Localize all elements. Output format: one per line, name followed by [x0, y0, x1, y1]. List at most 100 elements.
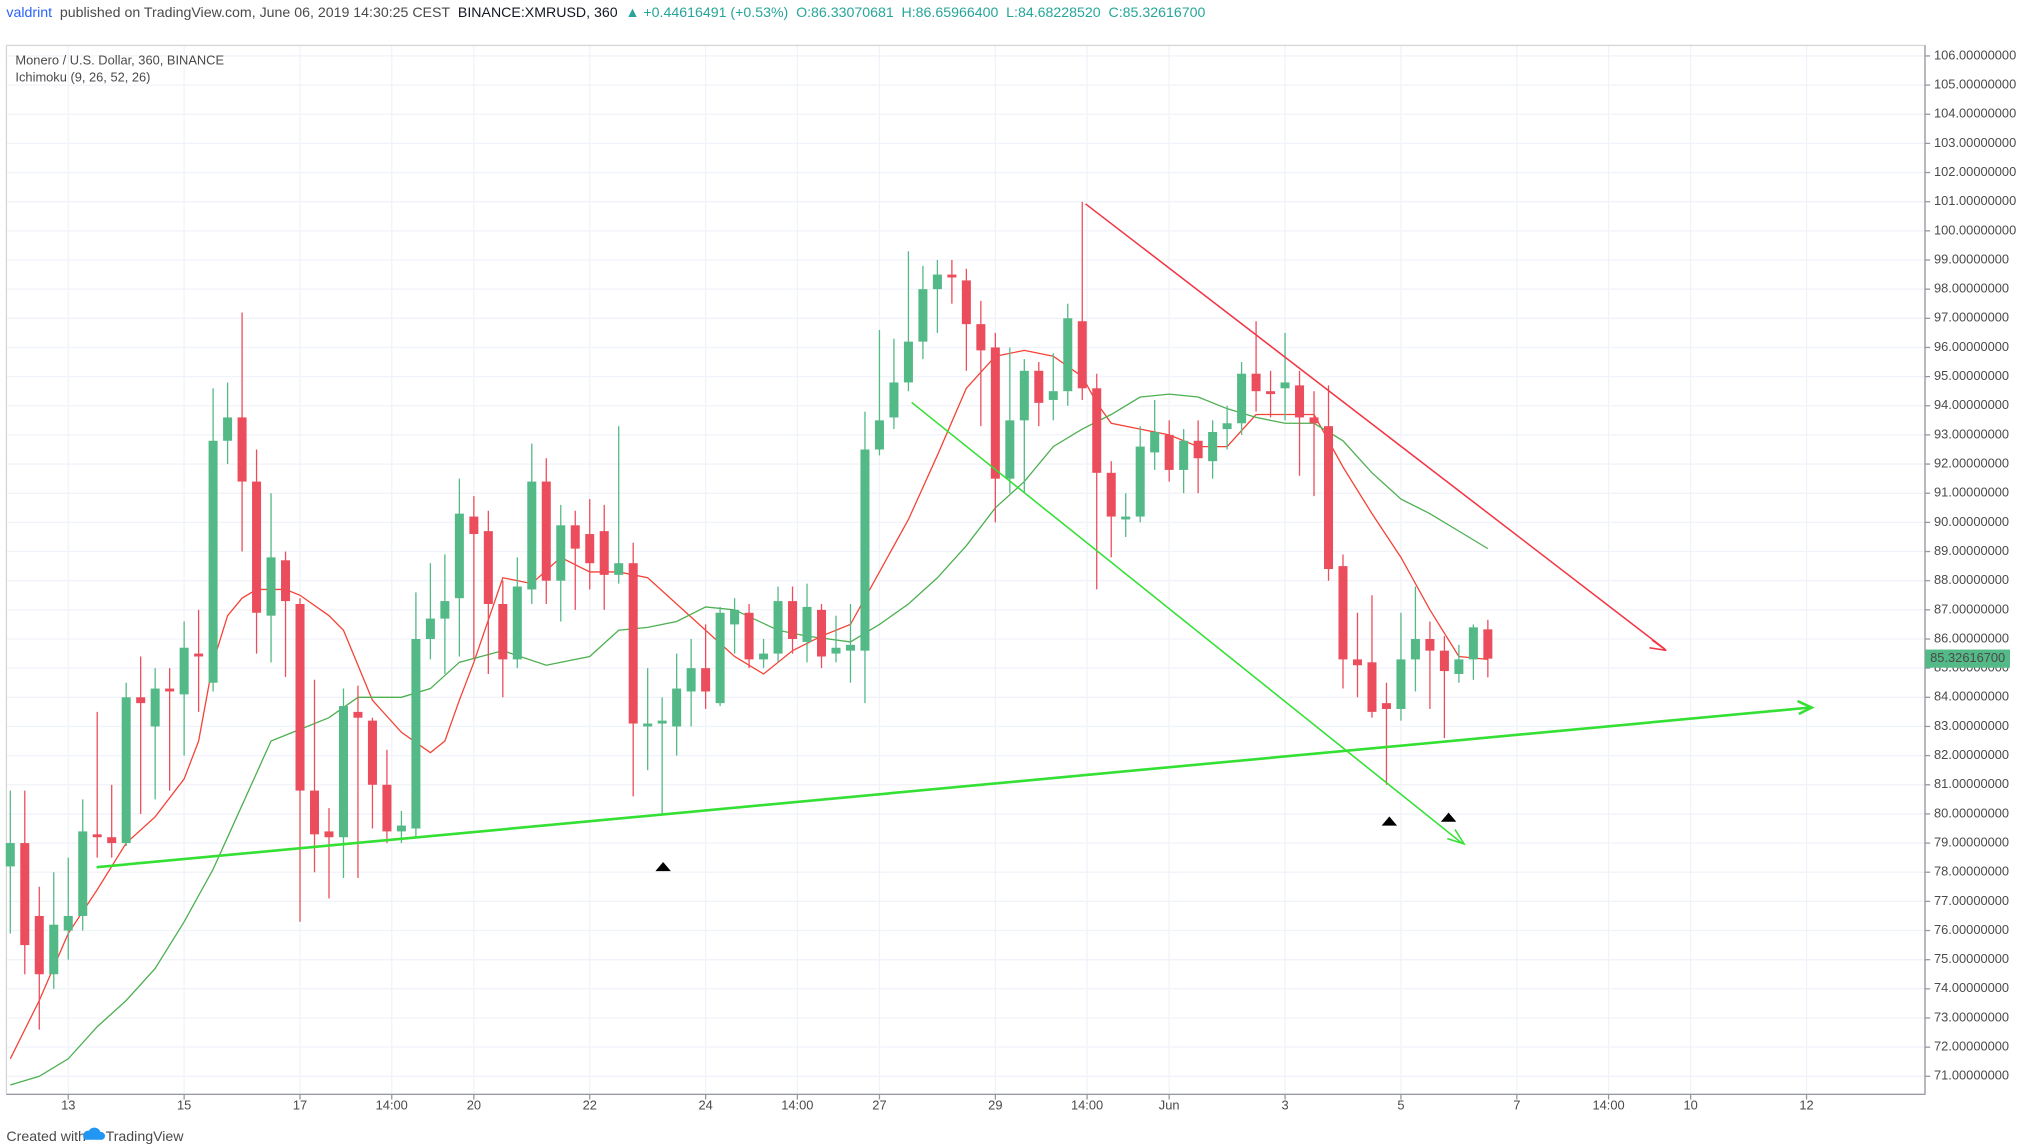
candle-body [281, 560, 291, 602]
y-tick-label: 71.00000000 [1934, 1068, 2009, 1083]
axes: 71.00000000 72.00000000 73.00000000 74.0000… [6, 45, 2016, 1112]
y-tick-label: 77.00000000 [1934, 893, 2009, 908]
y-tick-label: 76.00000000 [1934, 922, 2009, 937]
candle-body [1106, 472, 1116, 517]
candle-body [1179, 440, 1189, 470]
x-tick-label: 29 [988, 1097, 1002, 1112]
candle-body [961, 280, 971, 325]
candle-body [599, 531, 609, 575]
candle-body [165, 688, 175, 692]
candle-body [266, 557, 276, 616]
arrow-head [1649, 639, 1667, 652]
x-tick-label: 20 [467, 1097, 481, 1112]
candle-body [1237, 373, 1247, 424]
candle-body [1280, 382, 1290, 389]
candle-body [1338, 566, 1348, 660]
y-tick-label: 104.00000000 [1934, 106, 2016, 121]
candle-body [701, 668, 711, 692]
candle-body [976, 324, 986, 351]
candle-body [324, 831, 334, 838]
candle-body [1324, 426, 1334, 570]
candle-body [295, 604, 305, 791]
candle-body [483, 531, 493, 605]
arrow-head [1447, 829, 1466, 846]
trend-line [911, 401, 1464, 845]
trend-line [1085, 203, 1666, 650]
candle-body [223, 417, 233, 441]
candle-body [556, 525, 566, 581]
y-tick-label: 99.00000000 [1934, 251, 2009, 266]
candle-body [874, 420, 884, 450]
author[interactable]: valdrint [6, 5, 52, 21]
x-tick-label: 7 [1513, 1097, 1520, 1112]
candle-body [1164, 434, 1174, 470]
candle-body [657, 720, 667, 724]
candle-body [817, 609, 827, 657]
candle-body [1439, 650, 1449, 672]
price-label-box [1925, 649, 2010, 668]
candle-body [1150, 432, 1160, 453]
candle-body [107, 837, 117, 844]
candle-body [1352, 659, 1362, 666]
candle-body [759, 653, 769, 660]
ohlc-close: C:85.32616700 [1108, 5, 1205, 21]
candle-body [802, 606, 812, 642]
y-tick-label: 86.00000000 [1934, 630, 2009, 645]
x-tick-label: 14:00 [376, 1097, 408, 1112]
y-tick-label: 94.00000000 [1934, 397, 2009, 412]
symbol: BINANCE:XMRUSD, 360 [458, 5, 618, 21]
arrow-head [1796, 699, 1815, 716]
candle-body [715, 612, 725, 704]
candle-body [541, 481, 551, 581]
footer-brand[interactable]: TradingView [106, 1129, 185, 1145]
drawings [96, 203, 1815, 872]
y-tick-label: 75.00000000 [1934, 951, 2009, 966]
candle-body [845, 644, 855, 651]
candle-body [92, 834, 102, 838]
y-tick-label: 102.00000000 [1934, 164, 2016, 179]
candle-body [1063, 318, 1073, 392]
candle-body [1367, 662, 1377, 712]
published: published on TradingView.com, June 06, 2… [60, 5, 451, 21]
candle-body [469, 516, 479, 535]
y-tick-label: 79.00000000 [1934, 834, 2009, 849]
candle-body [903, 341, 913, 383]
x-tick-label: 14:00 [1592, 1097, 1624, 1112]
ohlc-open: O:86.33070681 [796, 5, 894, 21]
price-label: 85.32616700 [1930, 650, 2005, 665]
x-tick-label: Jun [1159, 1097, 1180, 1112]
candle-body [382, 784, 392, 832]
candle-body [1410, 638, 1420, 660]
y-tick-label: 72.00000000 [1934, 1039, 2009, 1054]
candle-body [5, 843, 15, 867]
y-tick-label: 89.00000000 [1934, 543, 2009, 558]
candle-body [440, 601, 450, 619]
candle-body [252, 481, 262, 613]
ohlc-high: H:86.65966400 [902, 5, 999, 21]
candle-body [1251, 373, 1261, 392]
candle-body [730, 609, 740, 625]
y-tick-label: 74.00000000 [1934, 980, 2009, 995]
y-tick-label: 101.00000000 [1934, 193, 2016, 208]
candle-body [1208, 432, 1218, 462]
change: +0.44616491 (+0.53%) [643, 5, 788, 21]
y-tick-label: 87.00000000 [1934, 601, 2009, 616]
y-tick-label: 90.00000000 [1934, 514, 2009, 529]
x-tick-label: 27 [872, 1097, 886, 1112]
candle-body [1468, 627, 1478, 660]
candle-body [889, 382, 899, 418]
candle-body [498, 604, 508, 660]
marker [1381, 816, 1398, 826]
candle-body [1092, 388, 1102, 473]
candle-body [1048, 391, 1058, 400]
candle-body [338, 706, 348, 838]
logo [83, 1127, 105, 1140]
y-tick-label: 103.00000000 [1934, 135, 2016, 150]
candle-body [643, 723, 653, 727]
candle-body [585, 534, 595, 564]
candle-body [150, 688, 160, 727]
x-tick-label: 3 [1281, 1097, 1288, 1112]
x-tick-label: 12 [1799, 1097, 1813, 1112]
